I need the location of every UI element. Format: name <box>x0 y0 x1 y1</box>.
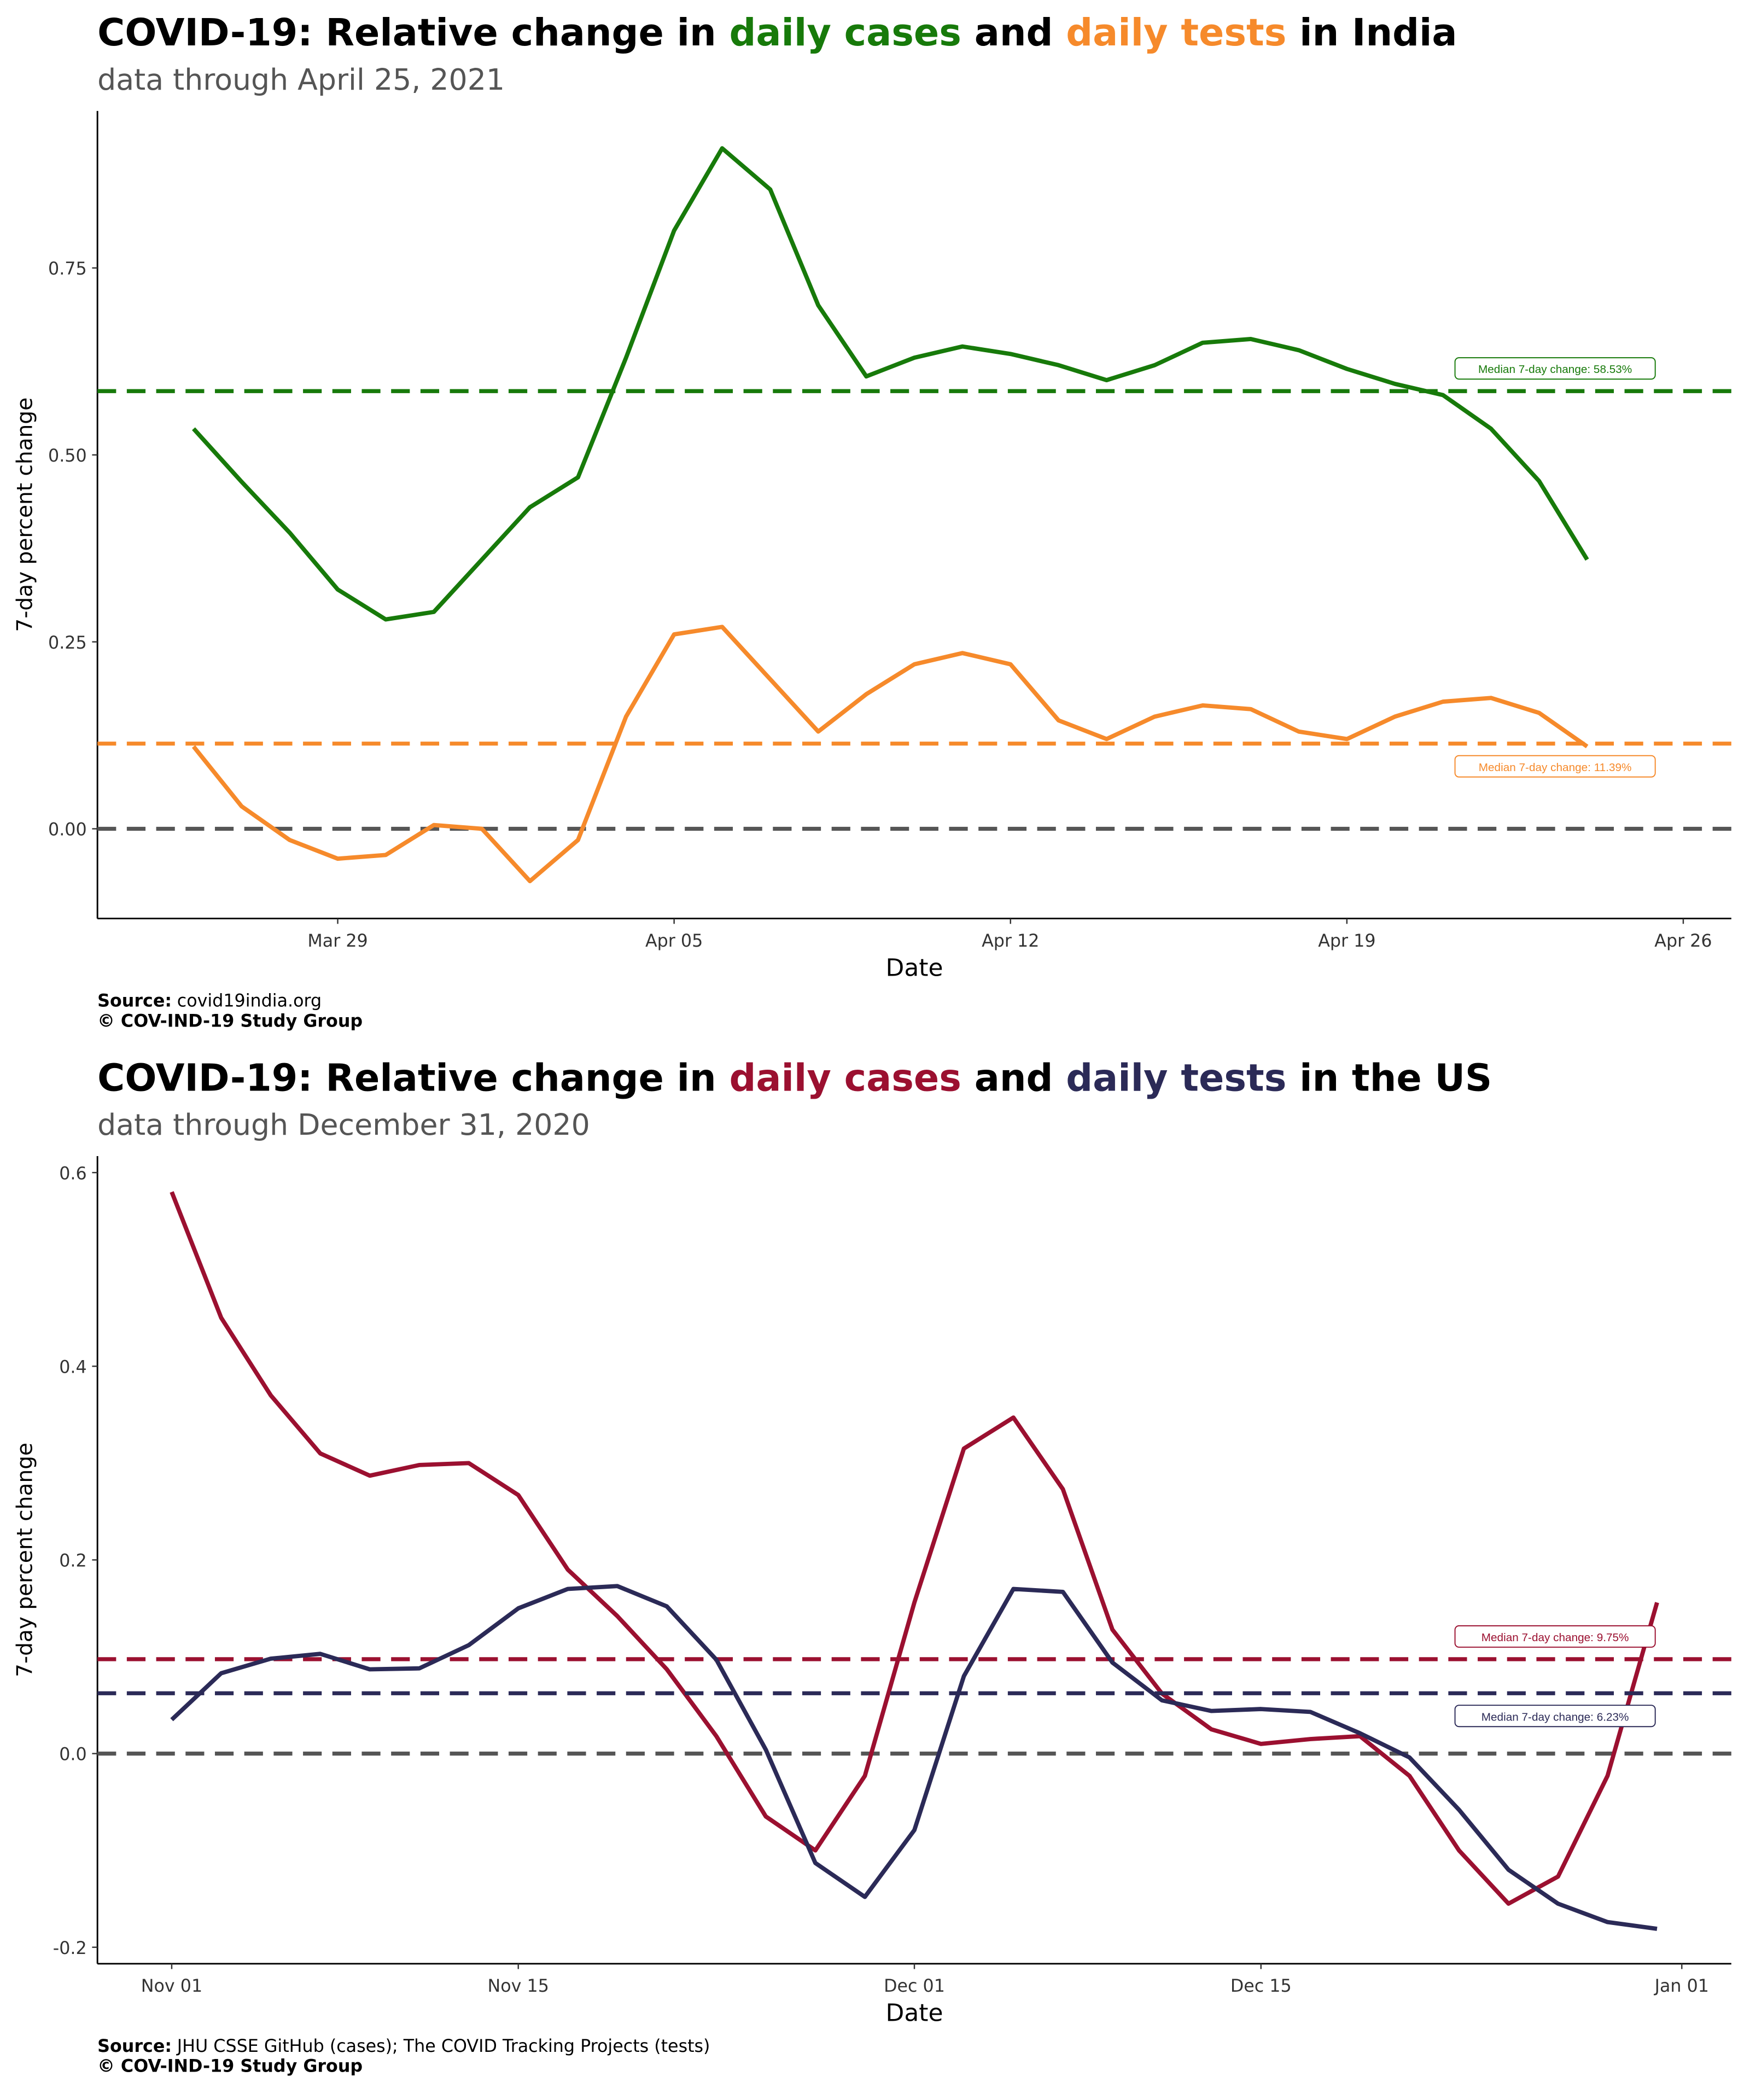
x-tick-label: Dec 01 <box>884 1976 945 1996</box>
y-axis-title: 7-day percent change <box>13 398 38 632</box>
y-tick-label: 0.0 <box>59 1745 86 1765</box>
title-part: in India <box>1286 11 1457 55</box>
x-tick-label: Nov 01 <box>141 1976 202 1996</box>
chart-title: COVID-19: Relative change in daily cases… <box>97 1057 1492 1100</box>
title-part: COVID-19: Relative change in <box>97 1057 729 1100</box>
copyright: © COV-IND-19 Study Group <box>97 1011 363 1031</box>
median-label-box <box>1454 755 1656 778</box>
y-tick-label: 0.00 <box>48 820 87 840</box>
series-line <box>170 1191 1659 1906</box>
median-label: Median 7-day change: 58.53% <box>1478 363 1632 376</box>
x-tick-label: Mar 29 <box>307 931 368 951</box>
title-part: and <box>961 11 1066 55</box>
y-tick-label: 0.75 <box>48 259 87 279</box>
series-line <box>170 1584 1658 1931</box>
title-part: daily cases <box>729 11 961 55</box>
median-label-box <box>1454 357 1656 380</box>
series-line <box>191 625 1589 884</box>
chart-subtitle: data through April 25, 2021 <box>97 62 505 97</box>
source-text: covid19india.org <box>177 991 322 1011</box>
source: Source: covid19india.org <box>97 991 322 1011</box>
title-part: and <box>961 1057 1066 1100</box>
y-tick-label: -0.2 <box>53 1939 87 1958</box>
y-tick-label: 0.50 <box>48 446 87 466</box>
y-tick-label: 0.25 <box>48 633 87 653</box>
x-tick-label: Dec 15 <box>1230 1976 1292 1996</box>
x-tick-label: Apr 26 <box>1654 931 1712 951</box>
source-label: Source: <box>97 2037 172 2056</box>
x-tick-label: Jan 01 <box>1654 1976 1709 1996</box>
title-part: in the US <box>1286 1057 1492 1100</box>
source: Source: JHU CSSE GitHub (cases); The COVI… <box>97 2037 710 2056</box>
title-part: COVID-19: Relative change in <box>97 11 729 55</box>
title-part: daily tests <box>1066 11 1286 55</box>
x-tick-label: Apr 12 <box>982 931 1039 951</box>
chart-subtitle: data through December 31, 2020 <box>97 1107 590 1142</box>
title-part: daily tests <box>1066 1057 1286 1100</box>
x-axis-title: Date <box>886 954 943 982</box>
x-axis-title: Date <box>886 1999 943 2027</box>
source-label: Source: <box>97 991 172 1011</box>
median-label-box <box>1454 1625 1656 1648</box>
x-tick-label: Apr 05 <box>645 931 703 951</box>
x-tick-label: Apr 19 <box>1318 931 1375 951</box>
title-part: daily cases <box>729 1057 961 1100</box>
median-label: Median 7-day change: 6.23% <box>1481 1711 1629 1723</box>
median-label: Median 7-day change: 11.39% <box>1479 761 1632 774</box>
series-line <box>192 146 1589 622</box>
median-label: Median 7-day change: 9.75% <box>1481 1631 1629 1644</box>
median-label-box <box>1454 1705 1656 1728</box>
chart-title: COVID-19: Relative change in daily cases… <box>97 11 1457 55</box>
y-tick-label: 0.4 <box>59 1357 86 1377</box>
source-text: JHU CSSE GitHub (cases); The COVID Track… <box>176 2037 710 2056</box>
y-axis-title: 7-day percent change <box>13 1443 38 1677</box>
y-tick-label: 0.6 <box>59 1164 86 1183</box>
copyright: © COV-IND-19 Study Group <box>97 2056 363 2076</box>
x-tick-label: Nov 15 <box>488 1976 549 1996</box>
y-tick-label: 0.2 <box>59 1551 86 1571</box>
